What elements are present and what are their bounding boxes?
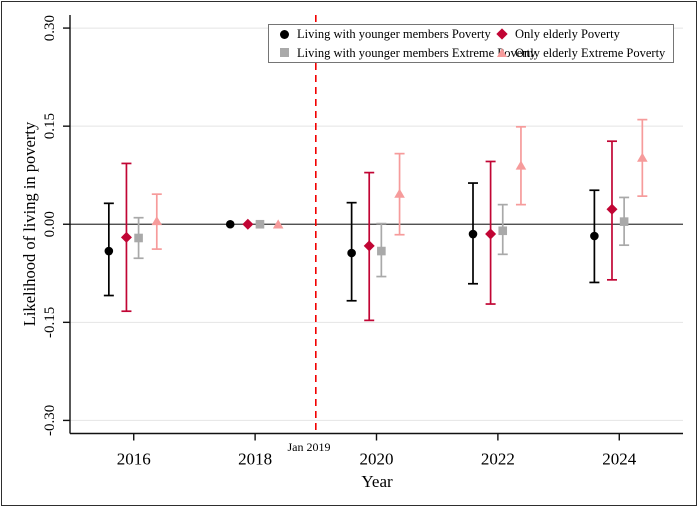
reference-line-label: Jan 2019 [287, 440, 331, 454]
y-tick-label: -0.15 [42, 307, 58, 338]
legend-item-elderly-poverty: Only elderly Poverty [486, 28, 673, 41]
legend-label: Living with younger members Extreme Pove… [297, 45, 537, 60]
legend-label: Only elderly Poverty [515, 27, 620, 41]
data-point [120, 231, 132, 243]
legend: Living with younger members Poverty Livi… [268, 24, 674, 63]
data-point [242, 218, 254, 230]
data-point [485, 228, 497, 240]
data-point [347, 248, 356, 258]
data-point [272, 219, 284, 229]
diamond-marker-icon [496, 28, 508, 40]
data-point [363, 240, 375, 252]
data-point [255, 219, 265, 229]
data-point [590, 231, 599, 241]
x-axis-title: Year [361, 472, 393, 491]
x-tick-label: 2016 [117, 450, 151, 469]
y-tick-label: 0.30 [42, 15, 58, 41]
data-point [637, 152, 648, 162]
square-marker-icon [280, 48, 289, 58]
data-point [394, 188, 405, 198]
circle-marker-icon [280, 29, 289, 39]
data-point [377, 246, 386, 256]
data-point [134, 233, 143, 243]
data-point [468, 229, 478, 239]
y-tick-label: 0.15 [42, 113, 58, 139]
y-axis-title: Likelihood of living in poverty [20, 121, 39, 327]
data-point [515, 160, 527, 170]
triangle-marker-icon [497, 48, 507, 58]
data-point [619, 217, 629, 226]
legend-item-younger-poverty: Living with younger members Poverty [269, 28, 491, 41]
x-tick-label: 2024 [602, 450, 637, 469]
legend-label: Only elderly Extreme Poverty [515, 45, 666, 60]
legend-label: Living with younger members Poverty [297, 27, 491, 41]
data-point [225, 219, 235, 229]
legend-item-younger-extreme-poverty: Living with younger members Extreme Pove… [269, 46, 536, 60]
data-point [606, 203, 618, 215]
legend-item-elderly-extreme-poverty: Only elderly Extreme Poverty [486, 45, 673, 60]
data-point [151, 216, 163, 226]
x-tick-label: 2022 [481, 450, 515, 469]
y-tick-label: -0.30 [42, 405, 58, 436]
data-point [104, 246, 114, 256]
x-tick-label: 2020 [360, 450, 394, 469]
x-tick-label: 2018 [238, 450, 272, 469]
y-tick-label: 0.00 [42, 211, 58, 237]
data-point [498, 226, 508, 236]
